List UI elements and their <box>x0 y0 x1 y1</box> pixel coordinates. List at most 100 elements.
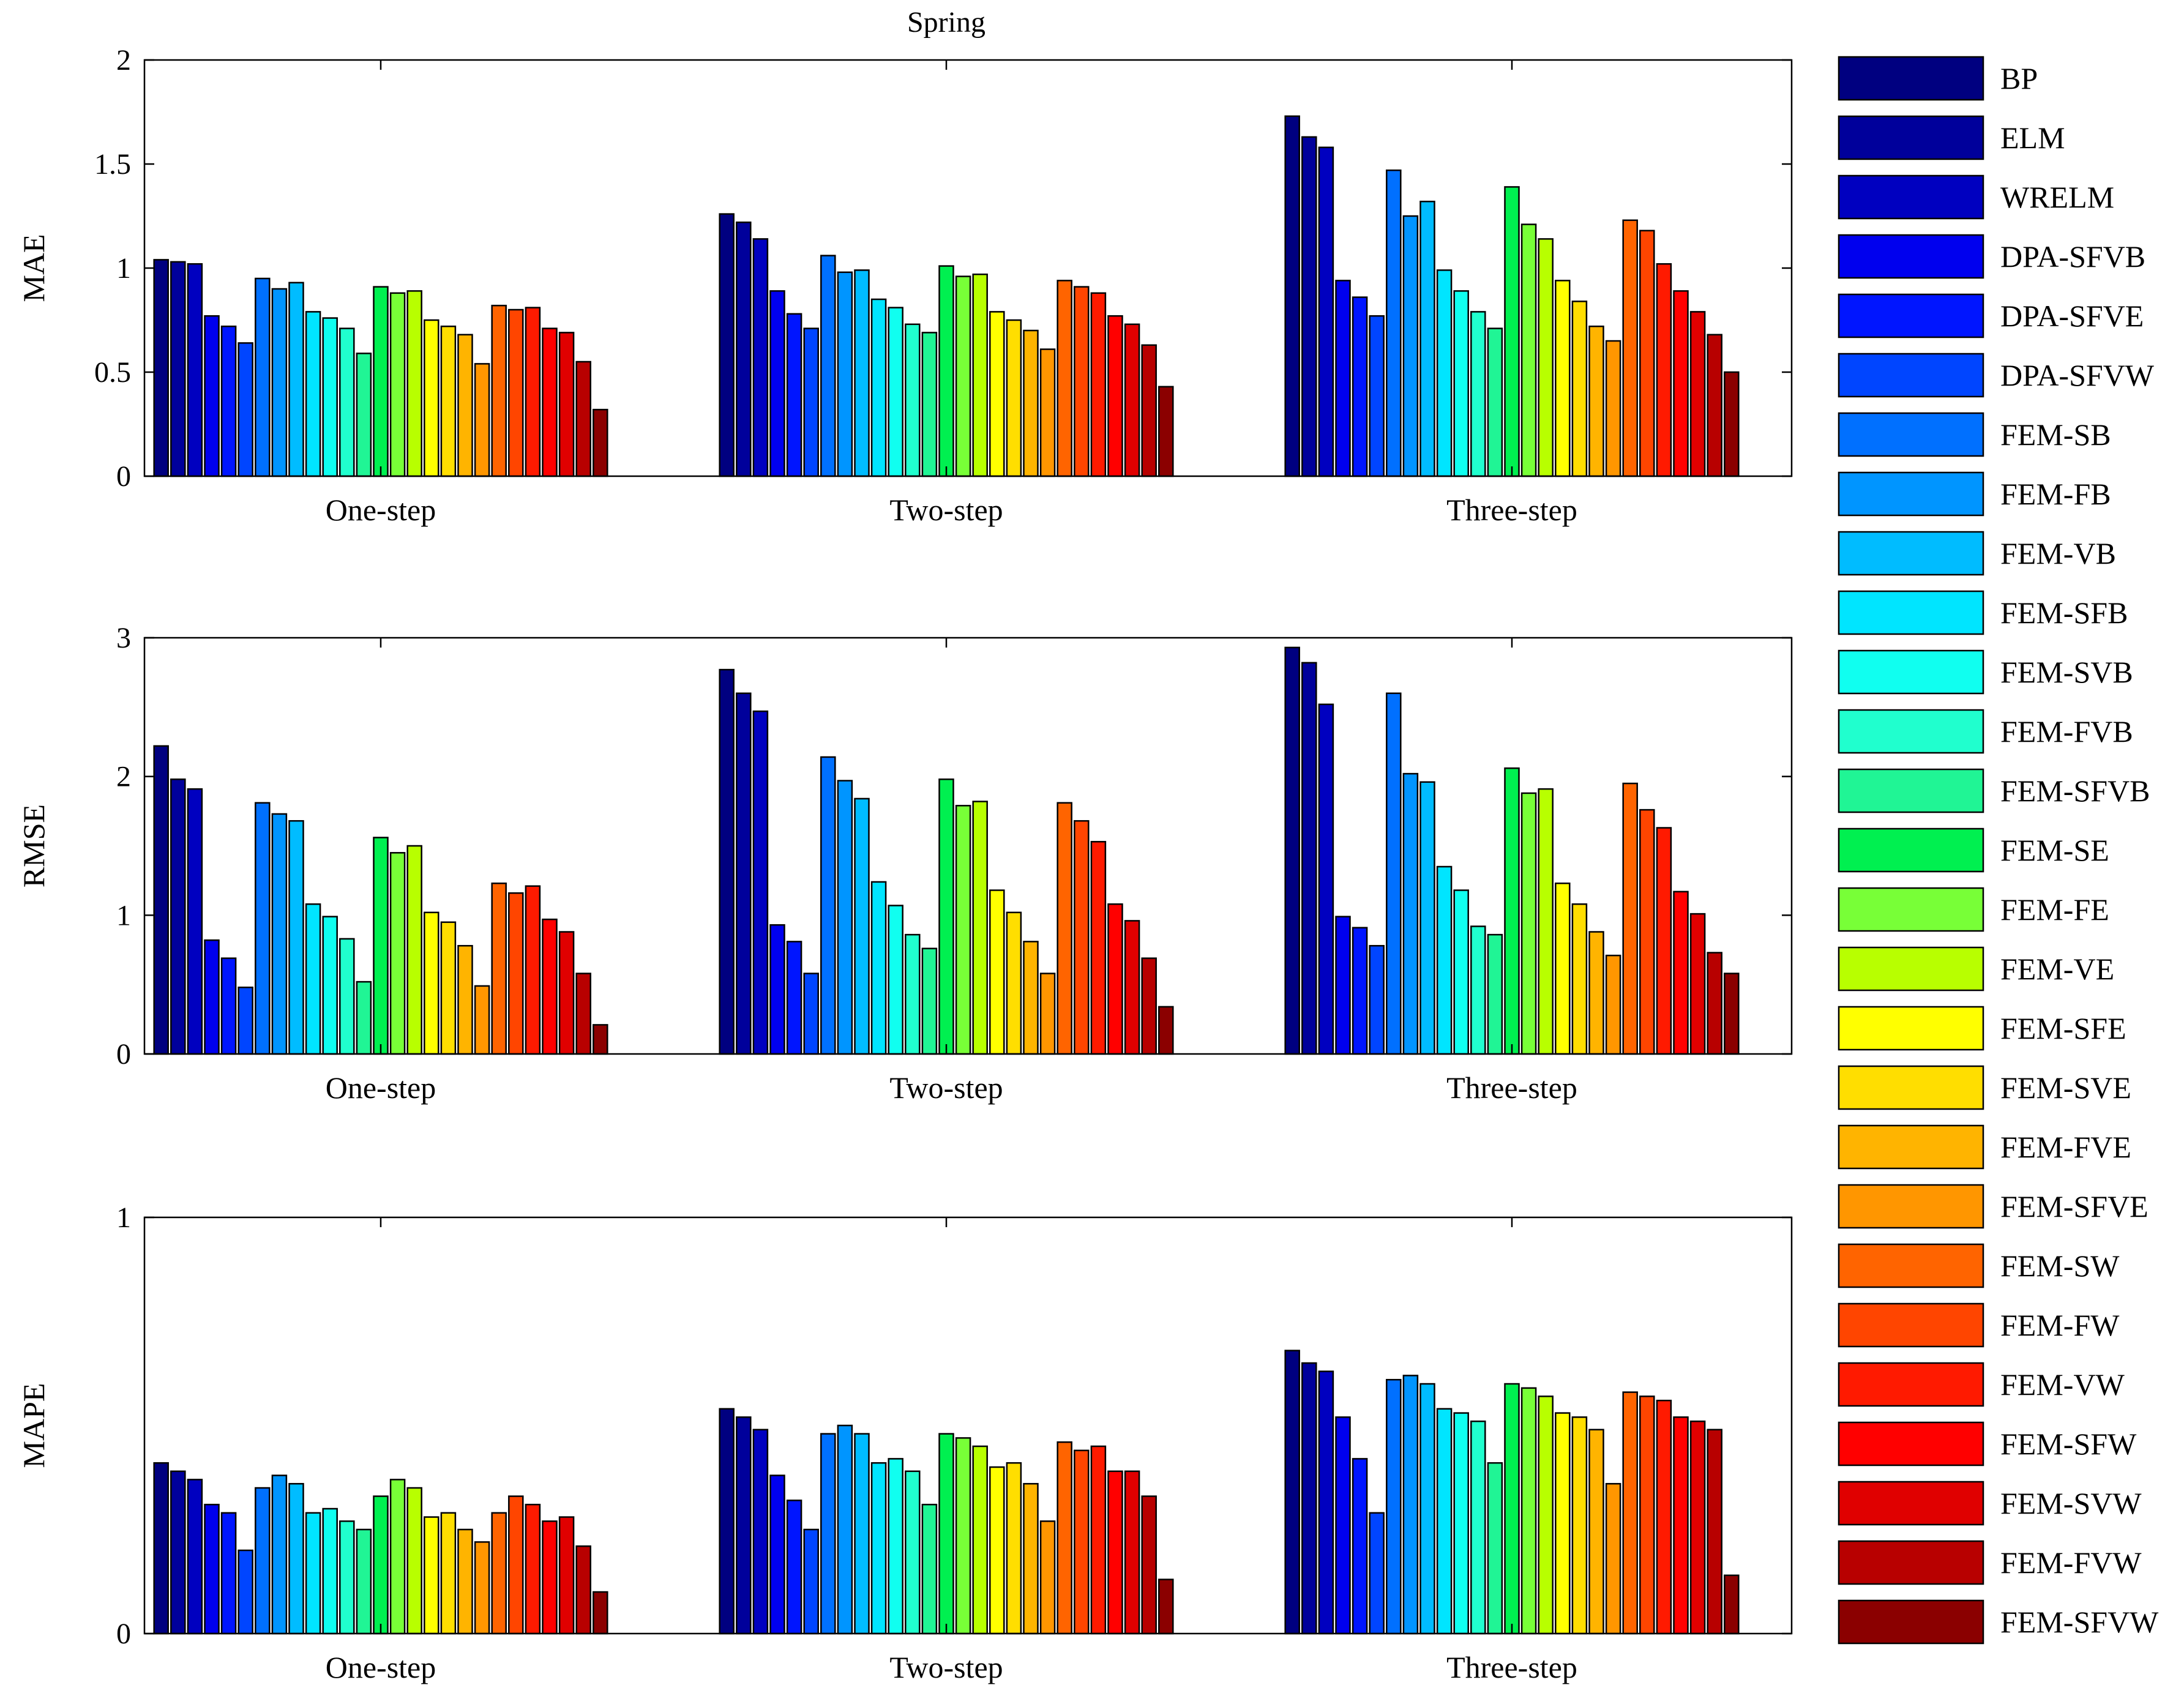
bar-mae-one-step-fem-vb <box>288 282 304 477</box>
bar-rmse-one-step-wrelm <box>187 788 203 1055</box>
bar-mae-one-step-elm <box>170 261 186 477</box>
bar-rmse-two-step-dpa-sfve <box>786 941 802 1055</box>
legend-swatch <box>1838 709 1984 754</box>
legend-label: FEM-VW <box>2000 1367 2125 1402</box>
bar-rmse-two-step-fem-sw <box>1056 802 1072 1055</box>
bar-mae-three-step-fem-sve <box>1571 301 1588 477</box>
bar-mape-three-step-fem-ve <box>1538 1395 1554 1635</box>
y-axis-label: RMSE <box>17 804 51 887</box>
axes-frame <box>143 1216 1793 1635</box>
bar-rmse-one-step-dpa-sfvw <box>237 986 253 1055</box>
bar-rmse-one-step-fem-fvw <box>575 973 591 1055</box>
bar-mape-one-step-fem-sfvb <box>356 1528 372 1635</box>
bar-rmse-three-step-wrelm <box>1318 703 1334 1055</box>
bar-mae-three-step-fem-ve <box>1538 238 1554 477</box>
bar-rmse-two-step-fem-fb <box>837 780 853 1055</box>
x-category-label: Two-step <box>889 493 1003 527</box>
bar-mape-two-step-fem-fb <box>837 1424 853 1635</box>
bar-mape-two-step-fem-svb <box>888 1458 903 1635</box>
bar-mae-three-step-dpa-sfve <box>1352 296 1368 477</box>
bar-mape-two-step-fem-sw <box>1056 1441 1072 1635</box>
legend: BP ELM WRELM DPA-SFVB DPA-SFVE DPA-SFVW FEM-SB… <box>1838 56 2159 1645</box>
legend-swatch <box>1838 946 1984 992</box>
legend-label: FEM-FE <box>2000 892 2109 927</box>
bar-mae-three-step-fem-sfw <box>1673 290 1689 477</box>
bar-mape-three-step-fem-fve <box>1588 1429 1604 1635</box>
bar-mae-three-step-fem-sb <box>1386 169 1402 477</box>
legend-label: FEM-SB <box>2000 417 2111 452</box>
bar-rmse-one-step-fem-sfb <box>305 903 321 1055</box>
bar-mae-one-step-dpa-sfvw <box>237 342 253 477</box>
bar-mape-three-step-fem-svw <box>1689 1420 1706 1635</box>
bar-rmse-two-step-fem-vw <box>1090 840 1107 1055</box>
y-tick-label: 1 <box>116 252 131 285</box>
legend-swatch <box>1838 174 1984 220</box>
bar-mae-two-step-fem-sb <box>820 255 836 477</box>
bar-mae-three-step-fem-svw <box>1689 311 1706 477</box>
bar-rmse-one-step-bp <box>153 745 169 1055</box>
bar-mape-three-step-fem-sfvw <box>1724 1574 1740 1635</box>
bar-mape-two-step-fem-vw <box>1090 1445 1107 1635</box>
legend-label: FEM-FVE <box>2000 1130 2131 1164</box>
legend-item-fem-fe: FEM-FE <box>1838 887 2109 932</box>
legend-label: FEM-VB <box>2000 536 2116 570</box>
bar-mape-one-step-fem-fe <box>389 1479 406 1635</box>
bar-rmse-three-step-fem-svw <box>1689 913 1706 1055</box>
bar-rmse-two-step-fem-sfb <box>870 881 887 1055</box>
legend-swatch <box>1838 471 1984 517</box>
bar-mape-three-step-wrelm <box>1318 1370 1334 1635</box>
bar-mape-two-step-fem-fvw <box>1141 1495 1157 1635</box>
panel-rmse: 0 1 2 3 One-step Two-step Three-step RMSE <box>17 622 1793 1105</box>
bar-mape-two-step-dpa-sfvw <box>803 1528 819 1635</box>
y-tick-label: 1 <box>116 1201 131 1234</box>
bar-mae-one-step-dpa-sfve <box>220 325 237 477</box>
bar-mape-two-step-elm <box>736 1416 752 1635</box>
y-tick-label: 0 <box>116 1618 131 1650</box>
bar-rmse-three-step-fem-fe <box>1520 792 1537 1055</box>
bar-rmse-one-step-fem-sfvb <box>356 981 372 1055</box>
bar-mae-two-step-fem-sfve <box>1039 348 1056 477</box>
bar-mae-two-step-dpa-sfvb <box>769 290 785 477</box>
bar-mape-three-step-dpa-sfvb <box>1335 1416 1351 1635</box>
bar-rmse-one-step-fem-vb <box>288 820 304 1055</box>
bar-mae-three-step-fem-svb <box>1453 290 1469 477</box>
bar-mape-three-step-fem-se <box>1504 1383 1520 1635</box>
legend-item-fem-fvw: FEM-FVW <box>1838 1540 2142 1585</box>
bar-mape-two-step-dpa-sfvb <box>769 1474 785 1635</box>
legend-item-fem-se: FEM-SE <box>1838 827 2109 873</box>
legend-swatch <box>1838 1421 1984 1466</box>
bar-rmse-two-step-fem-fw <box>1074 820 1090 1055</box>
bar-rmse-one-step-fem-fvb <box>339 938 355 1055</box>
bar-mae-one-step-fem-fe <box>389 292 406 477</box>
bar-mae-two-step-fem-svw <box>1124 323 1140 477</box>
legend-item-fem-sfw: FEM-SFW <box>1838 1421 2137 1466</box>
bar-rmse-two-step-fem-fvb <box>905 933 921 1055</box>
bar-mape-three-step-fem-vw <box>1656 1399 1672 1635</box>
axes-frame <box>143 637 1793 1055</box>
bar-mape-one-step-fem-fvb <box>339 1520 355 1635</box>
bar-mape-two-step-fem-fe <box>955 1437 971 1635</box>
bar-mae-two-step-fem-se <box>938 265 954 477</box>
bar-mae-one-step-fem-sfw <box>542 327 558 477</box>
bar-rmse-three-step-fem-sb <box>1386 692 1402 1055</box>
x-category-label: Two-step <box>889 1650 1003 1684</box>
legend-item-fem-ve: FEM-VE <box>1838 946 2114 992</box>
bar-mape-one-step-fem-sfw <box>542 1520 558 1635</box>
x-category-label: One-step <box>326 1650 436 1684</box>
bar-mae-one-step-fem-fve <box>457 334 473 477</box>
bar-mape-one-step-fem-fve <box>457 1528 473 1635</box>
bar-rmse-two-step-elm <box>736 692 752 1055</box>
bar-rmse-two-step-fem-fvw <box>1141 957 1157 1055</box>
bar-rmse-two-step-fem-vb <box>854 798 870 1055</box>
bar-rmse-two-step-fem-ve <box>972 801 988 1055</box>
legend-label: FEM-SFB <box>2000 596 2128 630</box>
bar-mae-one-step-fem-fvw <box>575 360 591 477</box>
bar-rmse-three-step-fem-sve <box>1571 903 1588 1055</box>
bar-mae-two-step-fem-vb <box>854 269 870 477</box>
bar-mae-two-step-fem-vw <box>1090 292 1107 477</box>
bar-rmse-one-step-fem-fb <box>271 813 288 1055</box>
bar-rmse-two-step-dpa-sfvw <box>803 973 819 1055</box>
bar-mape-one-step-dpa-sfve <box>220 1512 237 1635</box>
bar-mae-one-step-fem-svb <box>322 317 338 477</box>
bar-mape-two-step-bp <box>719 1408 735 1635</box>
